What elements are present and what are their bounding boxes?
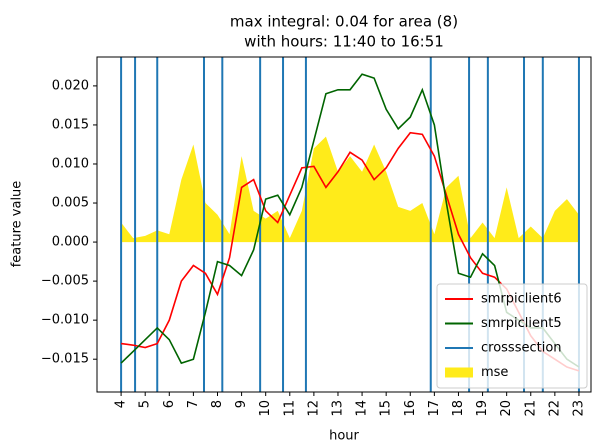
x-tick-label: 16 <box>403 400 418 417</box>
x-tick-label: 9 <box>234 400 249 408</box>
x-tick-label: 14 <box>355 400 370 417</box>
legend-label: crosssection <box>481 341 562 356</box>
x-tick-label: 19 <box>475 400 490 417</box>
legend-label: smrpiclient5 <box>481 316 562 331</box>
x-tick-label: 20 <box>499 400 514 417</box>
legend-swatch <box>445 367 473 378</box>
x-tick-label: 11 <box>282 400 297 417</box>
y-tick-label: 0.020 <box>52 78 89 93</box>
y-tick-label: −0.005 <box>41 274 89 289</box>
x-tick-label: 13 <box>330 400 345 417</box>
x-tick-label: 21 <box>523 400 538 417</box>
chart-subtitle: with hours: 11:40 to 16:51 <box>244 33 444 51</box>
x-tick-label: 23 <box>571 400 586 417</box>
x-tick-label: 15 <box>379 400 394 417</box>
x-tick-label: 22 <box>547 400 562 417</box>
y-tick-label: −0.015 <box>41 352 89 367</box>
x-tick-label: 17 <box>427 400 442 417</box>
x-tick-label: 6 <box>162 400 177 408</box>
x-tick-label: 10 <box>258 400 273 417</box>
y-tick-label: 0.000 <box>52 235 89 250</box>
plot-frame <box>96 56 592 393</box>
legend-box <box>436 283 588 389</box>
x-tick-label: 12 <box>306 400 321 417</box>
x-tick-label: 4 <box>114 400 129 408</box>
x-axis-label: hour <box>329 429 359 444</box>
x-tick-label: 7 <box>186 400 201 408</box>
y-axis-label: feature value <box>10 181 25 268</box>
y-tick-label: 0.010 <box>52 156 89 171</box>
y-tick-label: −0.010 <box>41 313 89 328</box>
legend-label: smrpiclient6 <box>481 292 562 307</box>
x-tick-label: 18 <box>451 400 466 417</box>
area <box>121 136 579 243</box>
chart-title: max integral: 0.04 for area (8) <box>230 13 458 31</box>
x-tick-label: 5 <box>138 400 153 408</box>
y-tick-label: 0.015 <box>52 117 89 132</box>
legend-label: mse <box>481 365 508 380</box>
y-tick-label: 0.005 <box>52 196 89 211</box>
x-tick-label: 8 <box>210 400 225 408</box>
